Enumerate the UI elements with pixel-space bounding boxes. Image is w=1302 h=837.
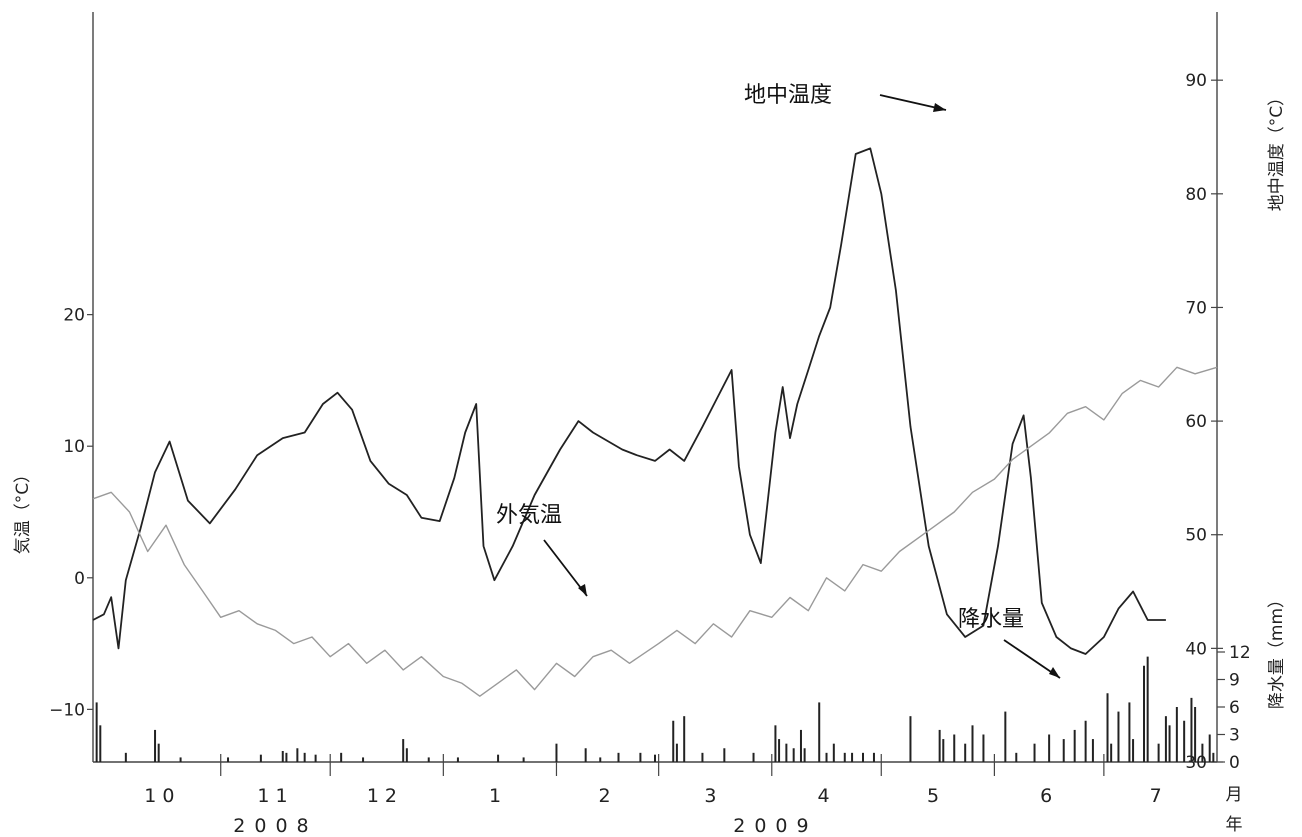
- soil-temp-label: 地中温度: [744, 83, 832, 108]
- left-axis-title: 気温（°C）: [13, 466, 33, 554]
- soil-temp-annotation: 地中温度: [744, 83, 947, 112]
- plot-frame: [92, 12, 1218, 763]
- month-label: 10: [144, 785, 180, 807]
- right-soil-tick-label: 40: [1185, 639, 1207, 659]
- right-precip-tick-label: 0: [1229, 753, 1240, 773]
- series-layer: [92, 147, 1218, 697]
- year-label: 2009: [733, 815, 817, 837]
- precip-annotation: 降水量: [958, 607, 1061, 679]
- month-label: 4: [817, 785, 835, 807]
- precipitation-bars: [95, 656, 1215, 762]
- right-soil-tick-label: 90: [1185, 71, 1207, 91]
- month-label: 11: [257, 785, 293, 807]
- right-precip-tick-label: 9: [1229, 671, 1240, 691]
- right-precip-axis-title: 降水量（mm）: [1267, 591, 1287, 709]
- right-soil-axis-title: 地中温度（°C）: [1267, 89, 1287, 211]
- soil-temp-arrowhead: [933, 103, 946, 112]
- month-label: 12: [367, 785, 403, 807]
- right-precip-tick-label: 3: [1229, 726, 1240, 746]
- air-temp-arrow: [543, 539, 588, 597]
- right-soil-axis-ticks: 30 40 50 60 70 80 90: [1185, 71, 1223, 773]
- month-label: 6: [1040, 785, 1058, 807]
- right-soil-tick-label: 60: [1185, 412, 1207, 432]
- left-tick-label: 20: [63, 306, 85, 326]
- right-precip-tick-label: 12: [1229, 643, 1251, 663]
- air-temp-label: 外気温: [496, 503, 562, 528]
- month-label: 2: [599, 785, 617, 807]
- year-label: 2008: [233, 815, 317, 837]
- air-temp-annotation: 外気温: [496, 503, 588, 597]
- soil_temperature-line: [92, 147, 1166, 655]
- left-axis-ticks: −10 0 10 20: [49, 306, 93, 720]
- right-soil-tick-label: 50: [1185, 526, 1207, 546]
- air_temperature-line: [92, 366, 1218, 697]
- right-precip-tick-label: 6: [1229, 698, 1240, 718]
- precip-arrowhead: [1049, 667, 1060, 678]
- left-tick-label: 10: [63, 437, 85, 457]
- precip-label: 降水量: [958, 607, 1024, 632]
- month-label: 3: [704, 785, 722, 807]
- air-temp-arrowhead: [578, 584, 587, 596]
- right-soil-tick-label: 70: [1185, 298, 1207, 318]
- month-label: 1: [489, 785, 507, 807]
- right-precip-axis-ticks: 0 3 6 9 12: [1217, 643, 1251, 773]
- month-unit-label: 月: [1226, 785, 1243, 805]
- right-soil-tick-label: 80: [1185, 185, 1207, 205]
- month-label: 7: [1150, 785, 1168, 807]
- left-tick-label: 0: [74, 569, 85, 589]
- year-unit-label: 年: [1226, 815, 1243, 835]
- right-soil-tick-label: 30: [1185, 753, 1207, 773]
- left-tick-label: −10: [49, 700, 85, 720]
- month-label: 5: [927, 785, 945, 807]
